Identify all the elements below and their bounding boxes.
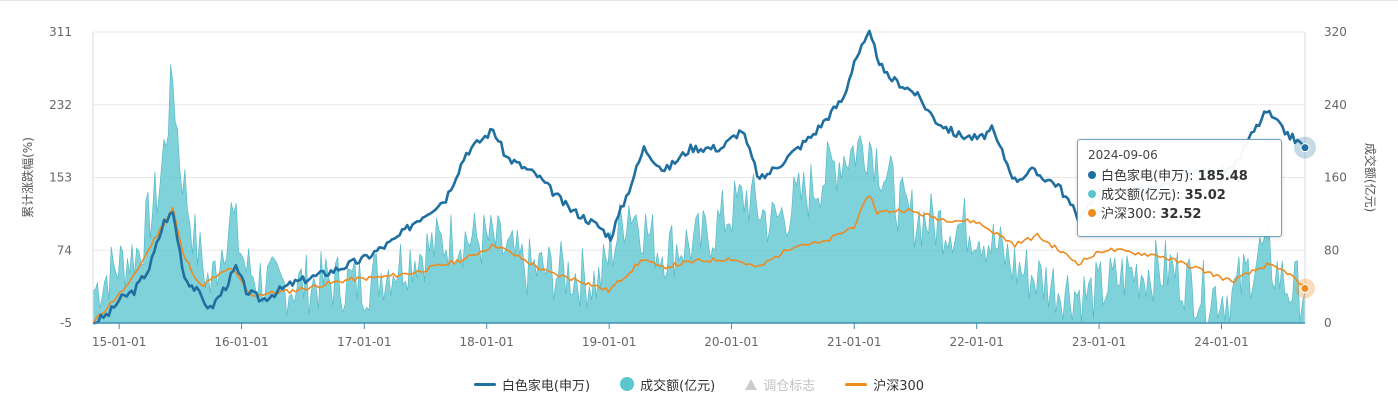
x-tick-label: 24-01-01 <box>1194 335 1248 349</box>
x-tick-label: 18-01-01 <box>459 335 513 349</box>
x-tick-label: 21-01-01 <box>827 335 881 349</box>
tooltip-series-value: 32.52 <box>1160 207 1202 222</box>
tooltip-series-name: 白色家电(申万) <box>1101 169 1190 184</box>
y-right-tick-label: 160 <box>1324 171 1347 185</box>
volume-area-path <box>92 64 1306 324</box>
y-right-tick-label: 80 <box>1324 243 1339 257</box>
tooltip-row-hs300: 沪深300: 32.52 <box>1088 205 1271 224</box>
legend-label: 白色家电(申万) <box>501 378 591 394</box>
tooltip-series-value: 185.48 <box>1197 169 1248 184</box>
x-tick-label: 17-01-01 <box>337 335 391 349</box>
y-right-axis-title: 成交额(亿元) <box>1363 143 1378 212</box>
x-tick-label: 19-01-01 <box>582 335 636 349</box>
y-left-tick-label: 311 <box>49 25 72 39</box>
x-tick-label: 22-01-01 <box>949 335 1003 349</box>
tooltip-date: 2024-09-06 <box>1088 148 1158 162</box>
tooltip-series-name: 成交额(亿元) <box>1101 188 1177 203</box>
legend-item-volume[interactable]: 成交额(亿元) <box>620 375 715 394</box>
hs300-line <box>92 195 1306 324</box>
tooltip-dot-icon <box>1088 209 1096 217</box>
x-tick-label: 20-01-01 <box>704 335 758 349</box>
legend-label: 成交额(亿元) <box>640 378 716 394</box>
chart-legend: 白色家电(申万) 成交额(亿元) 调仓标志 沪深300 <box>0 374 1398 394</box>
tooltip-row-baise: 白色家电(申万): 185.48 <box>1088 167 1271 186</box>
legend-triangle-icon <box>745 378 758 390</box>
legend-item-hs300[interactable]: 沪深300 <box>845 375 924 394</box>
y-left-axis-title: 累计涨跌幅(%) <box>20 137 35 218</box>
x-tick-label: 16-01-01 <box>214 335 268 349</box>
top-border <box>0 0 1398 1</box>
legend-line-icon <box>845 382 868 386</box>
tooltip-row-volume: 成交额(亿元): 35.02 <box>1088 186 1271 205</box>
hs300-endpoint-marker <box>1300 283 1310 293</box>
y-left-tick-label: 153 <box>49 171 72 185</box>
y-left-tick-label: 232 <box>49 98 72 112</box>
tooltip-dot-icon <box>1088 190 1096 198</box>
tooltip-series-value: 35.02 <box>1184 188 1226 203</box>
x-tick-label: 23-01-01 <box>1072 335 1126 349</box>
legend-label: 调仓标志 <box>763 378 816 394</box>
tooltip-series-name: 沪深300 <box>1101 207 1152 222</box>
legend-line-icon <box>473 382 496 386</box>
x-tick-label: 15-01-01 <box>92 335 146 349</box>
y-left-tick-label: 74 <box>57 243 72 257</box>
y-right-tick-label: 320 <box>1324 25 1347 39</box>
legend-item-rebalance[interactable]: 调仓标志 <box>745 375 815 394</box>
volume-area-series <box>92 64 1306 324</box>
chart-tooltip: 2024-09-06 白色家电(申万): 185.48 成交额(亿元): 35.… <box>1077 139 1282 237</box>
y-left-tick-label: -5 <box>60 316 72 330</box>
legend-dot-icon <box>620 377 635 391</box>
tooltip-dot-icon <box>1088 171 1096 179</box>
baise-endpoint-marker <box>1300 143 1310 153</box>
y-right-tick-label: 0 <box>1324 316 1332 330</box>
legend-item-baise[interactable]: 白色家电(申万) <box>473 375 591 394</box>
legend-label: 沪深300 <box>873 378 925 394</box>
y-right-tick-label: 240 <box>1324 98 1347 112</box>
